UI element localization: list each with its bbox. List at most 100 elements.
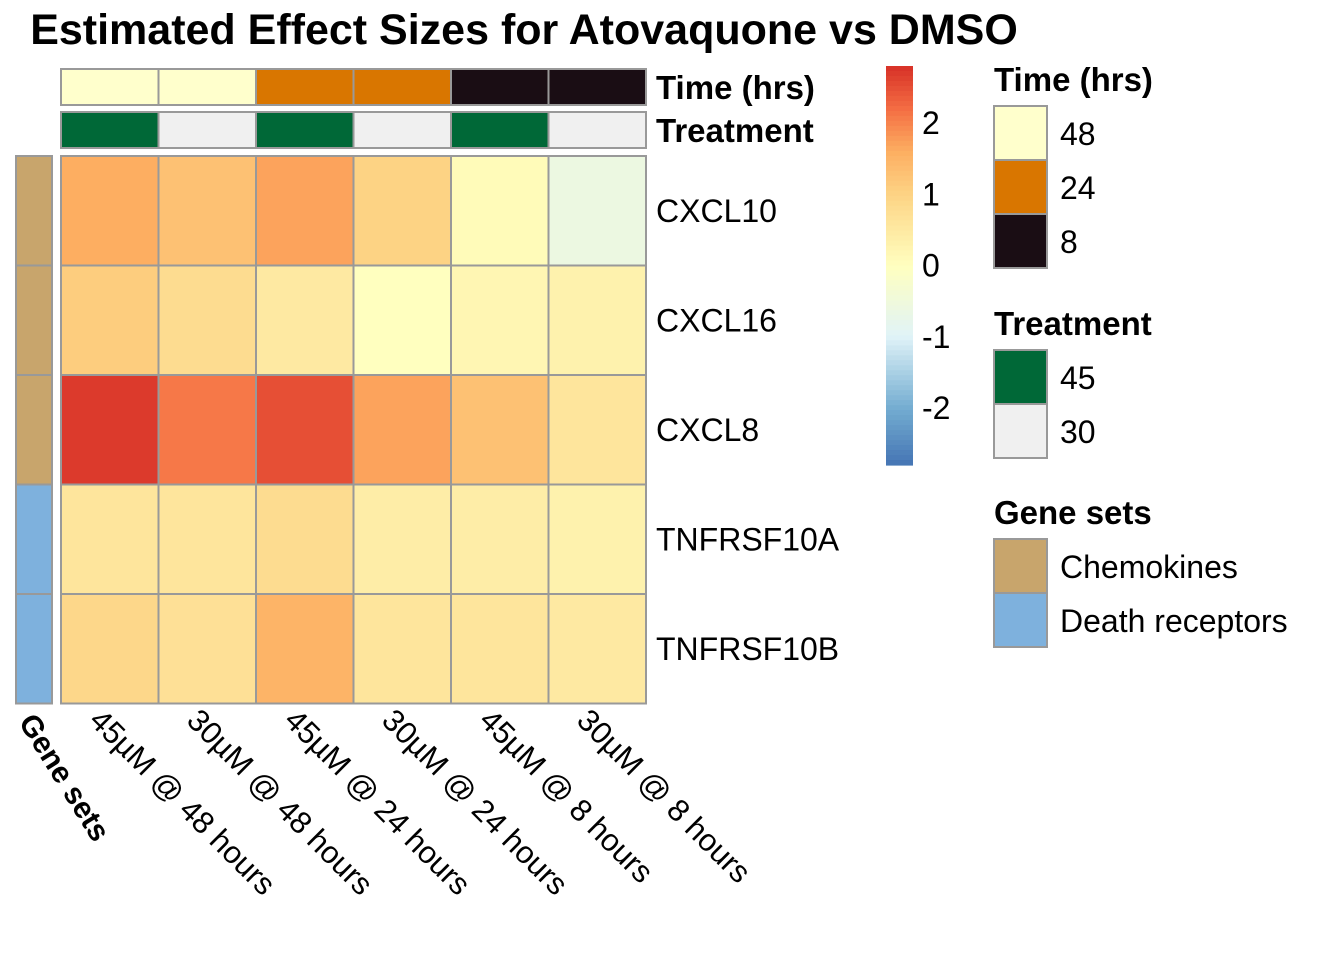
color-scale-segment [886, 310, 913, 316]
row-annotation-cell [15, 155, 53, 267]
color-scale-segment [886, 405, 913, 411]
color-scale-segment [886, 195, 913, 202]
color-scale-segment [886, 325, 913, 331]
column-annotation-cell [547, 68, 647, 106]
color-scale-segment [886, 225, 913, 232]
color-scale-segment [886, 385, 913, 391]
color-scale-segment [886, 115, 913, 122]
color-scale-segment [886, 120, 913, 127]
heatmap-cell [60, 264, 160, 376]
legend-title: Treatment [994, 305, 1152, 342]
legend-swatch [993, 349, 1048, 405]
column-annotation-cell [157, 111, 257, 149]
row-label: CXCL8 [656, 412, 759, 448]
color-scale-segment [886, 185, 913, 192]
color-scale-segment [886, 220, 913, 227]
color-scale-segment [886, 320, 913, 326]
heatmap-cell [352, 593, 452, 705]
color-scale-segment [886, 125, 913, 132]
legend-title: Gene sets [994, 494, 1152, 531]
column-label: 30µM @ 48 hours [180, 702, 380, 902]
color-scale-segment [886, 275, 913, 282]
color-scale-segment [886, 425, 913, 431]
color-scale-segment [886, 435, 913, 441]
legend-swatch [993, 403, 1048, 459]
legend-swatch [993, 538, 1048, 594]
color-scale-segment [886, 85, 913, 92]
color-scale-segment [886, 380, 913, 386]
color-scale-segment [886, 90, 913, 97]
color-scale-segment [886, 455, 913, 461]
heatmap-cell [352, 374, 452, 486]
color-scale-segment [886, 175, 913, 182]
legend-title: Time (hrs) [994, 61, 1153, 98]
heatmap-cells [60, 155, 647, 705]
color-scale-tick-label: -2 [922, 390, 950, 426]
heatmap-cell [547, 374, 647, 486]
color-scale-segment [886, 420, 913, 426]
heatmap-cell [352, 155, 452, 267]
heatmap-cell [255, 374, 355, 486]
heatmap-cell [60, 155, 160, 267]
color-scale-tick-label: 0 [922, 248, 940, 284]
color-scale-segment [886, 400, 913, 406]
color-scale-segment [886, 350, 913, 356]
color-scale-segment [886, 395, 913, 401]
row-label: TNFRSF10A [656, 521, 840, 557]
heatmap-cell [352, 483, 452, 595]
row-annotation-cell [15, 593, 53, 705]
color-scale-segment [886, 415, 913, 421]
color-scale-segment [886, 280, 913, 287]
row-label: TNFRSF10B [656, 631, 839, 667]
color-scale-segment [886, 450, 913, 456]
color-scale-segment [886, 290, 913, 297]
color-scale-segment [886, 315, 913, 321]
column-label: 30µM @ 24 hours [375, 702, 575, 902]
color-scale-segment [886, 390, 913, 396]
color-scale-segment [886, 215, 913, 222]
heatmap-cell [450, 483, 550, 595]
column-annotation-label: Time (hrs) [656, 69, 815, 106]
row-label: CXCL16 [656, 302, 777, 338]
color-scale-segment [886, 100, 913, 107]
color-scale-segment [886, 355, 913, 361]
row-annotation-cell [15, 374, 53, 486]
color-scale-segment [886, 165, 913, 172]
color-scale-segment [886, 135, 913, 142]
heatmap-cell [450, 155, 550, 267]
color-scale-segment [886, 200, 913, 207]
color-scale-segment [886, 445, 913, 451]
color-scale-segment [886, 265, 913, 272]
legend-swatch [993, 105, 1048, 161]
heatmap-cell [255, 264, 355, 376]
color-scale-segment [886, 345, 913, 351]
color-scale-segment [886, 230, 913, 237]
color-scale-segment [886, 170, 913, 177]
color-scale-segment [886, 70, 913, 77]
column-label: 30µM @ 8 hours [570, 702, 758, 890]
color-scale-segment [886, 80, 913, 87]
color-scale-segment [886, 430, 913, 436]
color-scale-segment [886, 66, 913, 72]
heatmap-cell [157, 374, 257, 486]
color-scale-segment [886, 410, 913, 416]
legend-swatch [993, 159, 1048, 215]
color-scale-tick-label: 1 [922, 176, 940, 212]
column-label: 45µM @ 8 hours [473, 702, 661, 890]
color-scale-segment [886, 330, 913, 336]
column-annotation-label: Treatment [656, 112, 814, 149]
color-scale-segment [886, 295, 913, 302]
legend-entry-label: 48 [1060, 116, 1096, 152]
legend-entry-label: Chemokines [1060, 549, 1238, 585]
heatmap-cell [157, 483, 257, 595]
heatmap-cell [255, 155, 355, 267]
heatmap-cell [352, 264, 452, 376]
column-annotations: Time (hrs) Treatment [60, 68, 815, 149]
color-scale-segment [886, 370, 913, 376]
color-scale-segment [886, 255, 913, 262]
heatmap-cell [157, 593, 257, 705]
color-scale-segment [886, 250, 913, 257]
color-scale-segment [886, 375, 913, 381]
column-label: 45µM @ 48 hours [83, 702, 283, 902]
